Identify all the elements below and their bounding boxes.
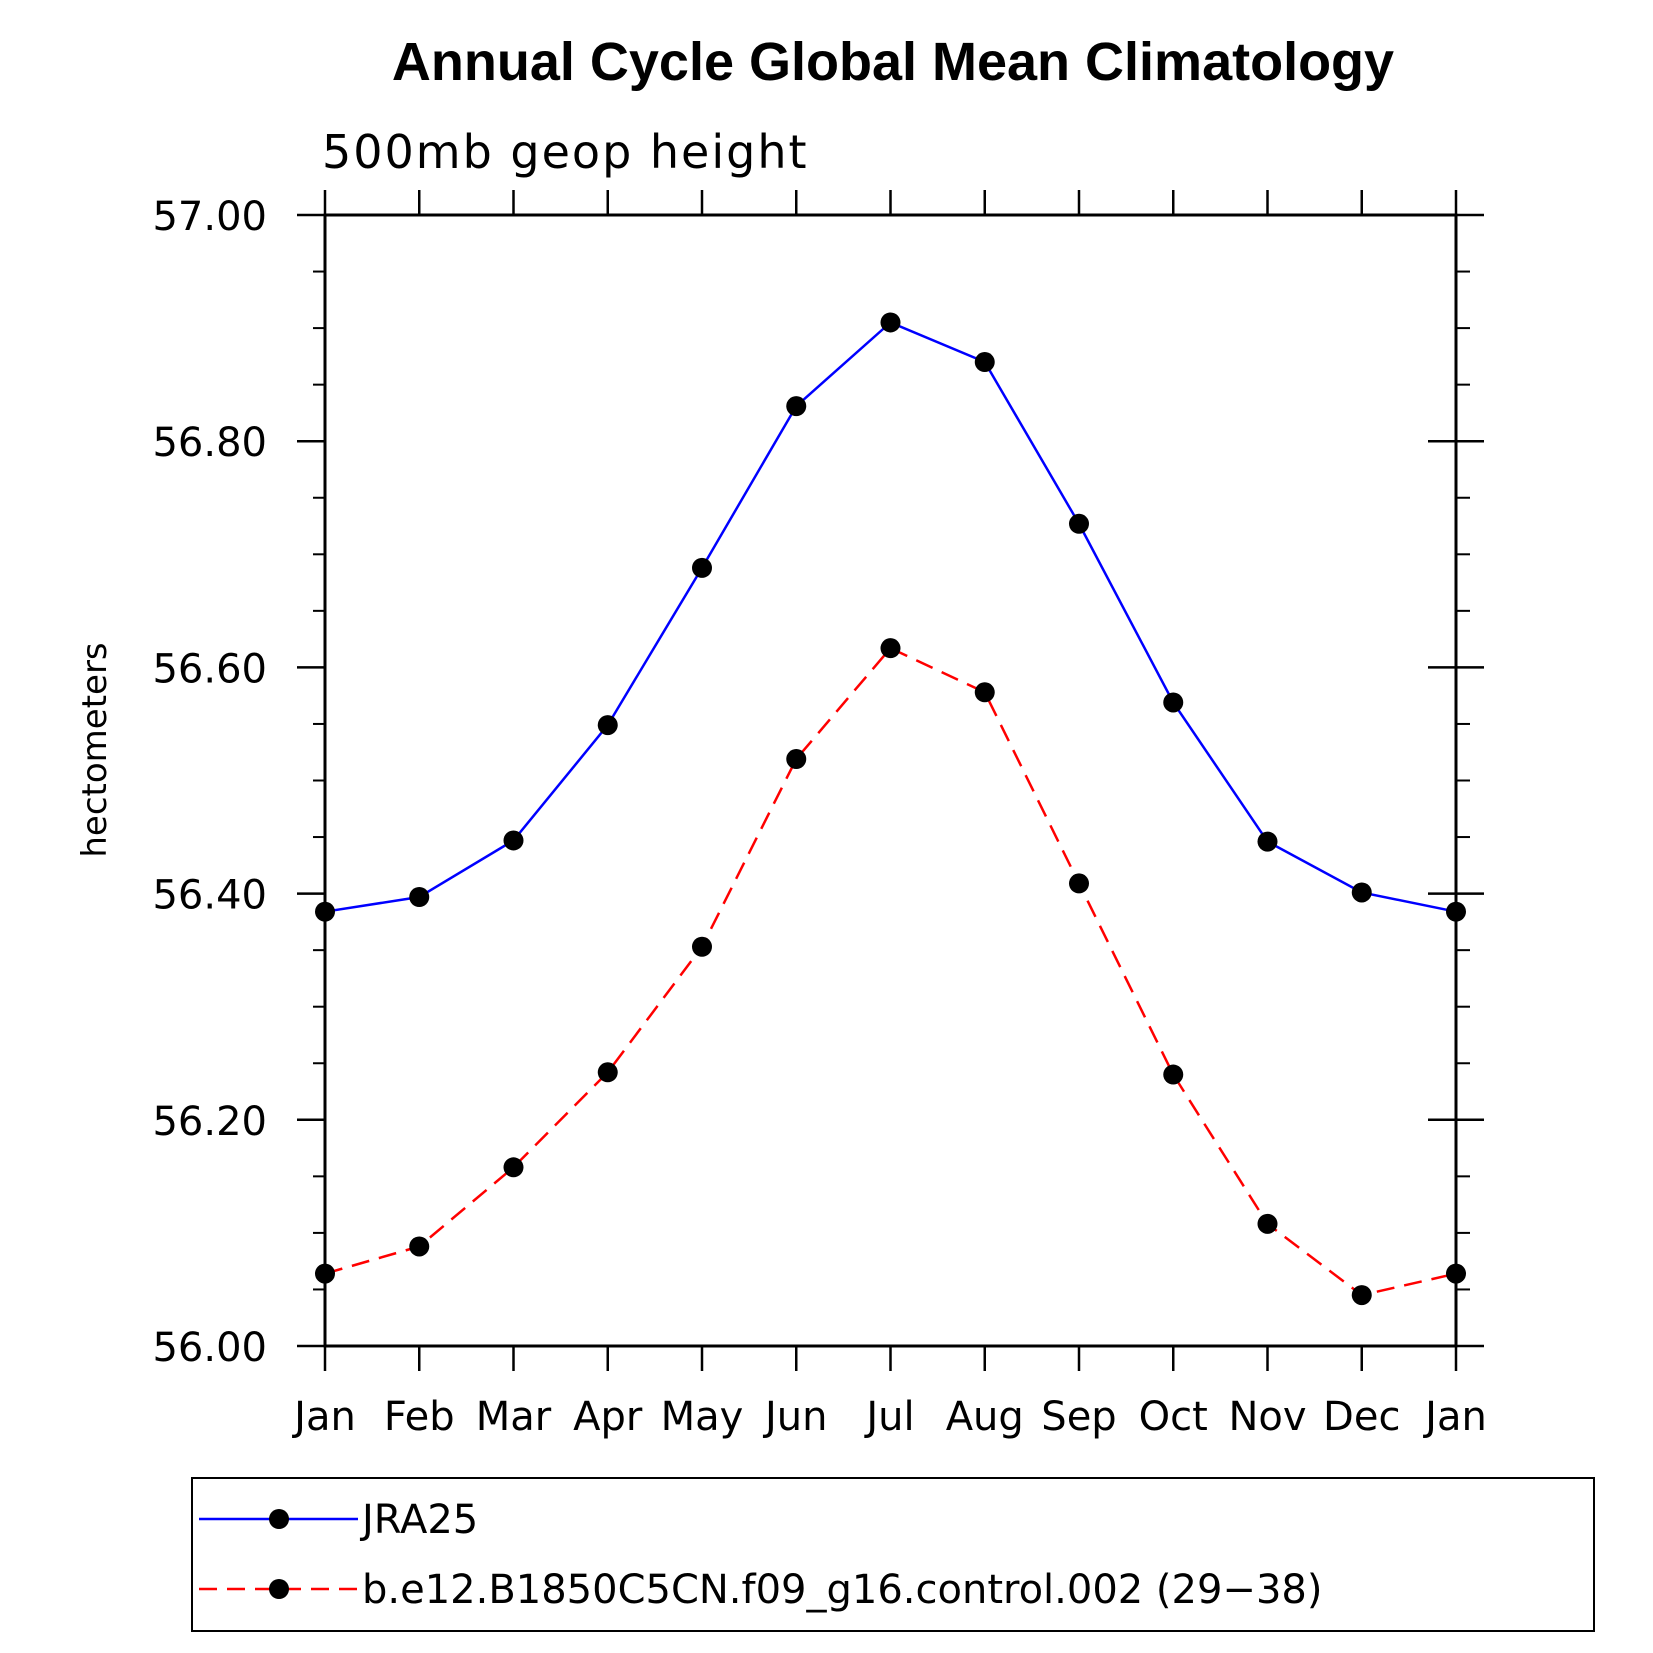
plot-frame [323, 213, 1458, 1348]
x-tick-label: Jan [291, 1394, 356, 1440]
data-point [1163, 692, 1184, 713]
data-points [315, 312, 1466, 1306]
legend-marker-jra25 [269, 1509, 289, 1529]
y-tick-label: 56.20 [152, 1099, 267, 1145]
x-tick-label: Feb [384, 1394, 455, 1440]
series-line-0 [324, 320, 1457, 913]
series-line-1 [324, 646, 1457, 1297]
data-point [1163, 1064, 1184, 1085]
x-tick-label: Mar [476, 1394, 552, 1440]
x-tick-label: Dec [1323, 1394, 1400, 1440]
y-tick-label: 56.40 [152, 873, 267, 919]
y-tick-label: 56.80 [152, 420, 267, 466]
x-tick-label: Jan [1422, 1394, 1487, 1440]
data-point [1069, 513, 1089, 534]
x-tick-label: Aug [946, 1394, 1024, 1440]
data-point [1351, 1285, 1372, 1306]
data-point [597, 715, 618, 736]
legend-box [191, 1477, 1595, 1632]
y-tick-label: 57.00 [152, 194, 267, 240]
series-lines [324, 320, 1457, 1297]
data-point [1069, 873, 1089, 894]
data-point [880, 312, 901, 333]
legend-label-control: b.e12.B1850C5CN.f09_g16.control.002 (29−… [362, 1567, 1322, 1613]
data-point [597, 1062, 618, 1083]
data-point [1257, 1213, 1278, 1234]
x-tick-label: May [661, 1394, 744, 1440]
data-point [1257, 831, 1278, 852]
legend: JRA25 b.e12.B1850C5CN.f09_g16.control.00… [191, 1477, 1595, 1632]
x-tick-label: Oct [1139, 1394, 1208, 1440]
data-point [974, 682, 995, 703]
x-tick-label: Nov [1228, 1394, 1306, 1440]
data-point [786, 749, 807, 770]
data-point [503, 1157, 524, 1178]
data-point [409, 886, 430, 907]
data-point [503, 830, 524, 851]
y-axis-label: hectometers [75, 642, 115, 857]
tick-labels: Jan Feb Mar Apr May Jun Jul Aug Sep Oct Nov Dec Jan 5… [152, 194, 1486, 1440]
x-tick-label: Sep [1041, 1394, 1116, 1440]
y-tick-label: 56.60 [152, 646, 267, 692]
axis-ticks [297, 190, 1484, 1371]
data-point [692, 936, 712, 957]
y-tick-label: 56.00 [152, 1325, 267, 1371]
data-point [409, 1236, 430, 1257]
data-point [1351, 882, 1372, 903]
x-tick-label: Apr [573, 1394, 643, 1440]
data-point [692, 557, 712, 578]
data-point [880, 638, 901, 659]
chart-title: Annual Cycle Global Mean Climatology [392, 32, 1394, 92]
x-tick-label: Jul [863, 1394, 914, 1440]
data-point [974, 352, 995, 373]
chart-subtitle: 500mb geop height [322, 125, 809, 179]
legend-label-jra25: JRA25 [359, 1497, 478, 1543]
data-point [786, 396, 807, 417]
x-tick-label: Jun [762, 1394, 828, 1440]
legend-marker-control [269, 1579, 289, 1599]
